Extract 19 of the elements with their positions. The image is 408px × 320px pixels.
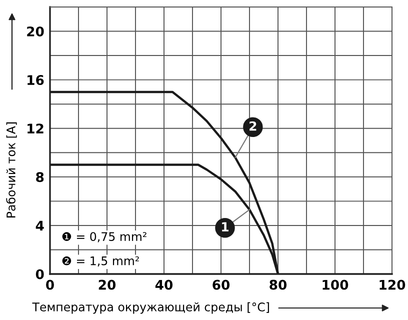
y-tick-label: 16 [28,75,44,86]
x-tick-label: 60 [212,280,230,290]
x-tick-label: 100 [322,280,348,290]
annotation: ❷ = 1,5 mm² [62,256,139,266]
x-tick-label: 0 [46,280,54,290]
text: 2 [250,121,256,131]
y-tick-label: 4 [36,220,44,230]
x-tick-label: 40 [155,280,173,290]
y-tick-label: 0 [36,269,44,280]
x-tick-label: 80 [270,280,287,290]
y-axis-title: Рабочий ток [A] [6,122,17,218]
annotation: ❶ = 0,75 mm² [62,232,146,242]
y-tick-label: 8 [36,172,44,182]
y-tick-label: 20 [27,26,44,36]
x-axis-title: Температура окружающей среды [°C] [32,302,269,314]
x-tick-label: 20 [98,280,116,290]
x-tick-label: 120 [380,280,406,290]
series-label: 1 [222,222,228,232]
y-tick-label: 12 [28,124,44,134]
